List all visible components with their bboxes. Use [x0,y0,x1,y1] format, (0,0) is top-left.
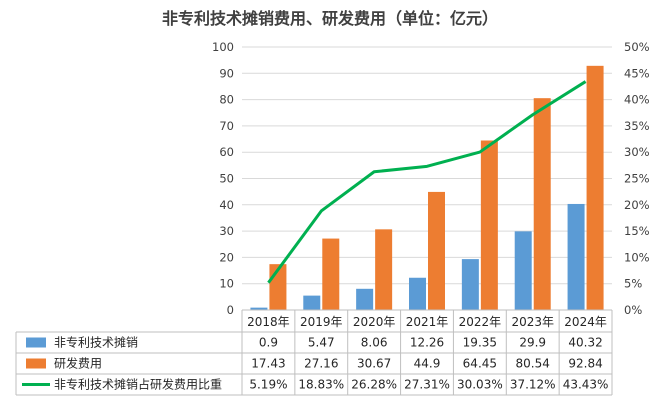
legend-swatch [26,337,46,348]
right-tick-label: 50% [624,40,650,54]
left-tick-label: 10 [219,277,234,291]
left-axis-ticks: 0 10 20 30 40 50 60 70 80 90 100 [212,40,234,317]
left-tick-label: 0 [227,303,234,317]
left-tick-label: 80 [219,93,234,107]
bar [322,238,340,310]
data-label: 5.47 [308,336,335,350]
category-label: 2019年 [300,315,343,329]
legend-swatch [26,358,46,369]
data-table: 2018年 2019年 2020年 2021年 2022年 2023年 2024年非专利技术… [15,309,613,396]
data-label: 92.84 [568,357,602,371]
left-tick-label: 50 [219,172,234,186]
bar [533,98,551,310]
left-tick-label: 70 [219,119,234,133]
right-tick-label: 5% [624,277,642,291]
category-label: 2021年 [406,315,449,329]
right-tick-label: 25% [624,172,650,186]
bar [250,307,268,310]
bar [303,295,321,310]
data-label: 40.32 [568,336,602,350]
right-tick-label: 0% [624,303,642,317]
data-label: 27.16 [304,357,338,371]
bar [514,231,532,310]
data-label: 26.28% [351,378,397,392]
category-label: 2020年 [353,315,396,329]
right-tick-label: 15% [624,224,650,238]
legend-label: 非专利技术摊销 [54,335,138,350]
data-label: 37.12% [510,378,556,392]
right-axis-ticks: 0% 5% 10% 15% 20% 25% 30% 35% 40% 45% 50% [624,40,650,317]
data-label: 17.43 [251,357,285,371]
bar [409,277,426,310]
category-label: 2024年 [564,315,607,329]
bar [480,140,498,310]
chart-title: 非专利技术摊销费用、研发费用（单位：亿元） [162,9,498,28]
data-label: 0.9 [259,336,278,350]
data-label: 27.31% [404,378,450,392]
right-tick-label: 35% [624,119,650,133]
gridlines [242,46,612,311]
bar [567,203,585,310]
left-tick-label: 40 [219,198,234,212]
right-tick-label: 30% [624,145,650,159]
data-label: 12.26 [410,336,444,350]
data-label: 64.45 [463,357,497,371]
bar [461,259,479,310]
legend-label: 非专利技术摊销占研发费用比重 [54,377,222,392]
data-label: 43.43% [563,378,609,392]
left-tick-label: 90 [219,66,234,80]
data-label: 30.03% [457,378,503,392]
bar [375,229,393,310]
legend-label: 研发费用 [54,356,102,371]
data-label: 19.35 [463,336,497,350]
data-label: 80.54 [516,357,550,371]
bar [356,288,374,310]
left-tick-label: 30 [219,224,234,238]
data-label: 30.67 [357,357,391,371]
category-label: 2022年 [459,315,502,329]
data-label: 8.06 [361,336,388,350]
category-label: 2018年 [247,315,290,329]
left-tick-label: 20 [219,250,234,264]
category-label: 2023年 [511,315,554,329]
data-label: 5.19% [249,378,287,392]
bar [428,191,445,310]
left-tick-label: 100 [212,40,234,54]
left-tick-label: 60 [219,145,234,159]
data-label: 29.9 [519,336,546,350]
bar [586,65,604,310]
right-tick-label: 40% [624,93,650,107]
ratio-line [267,80,587,284]
data-label: 44.9 [414,357,441,371]
data-label: 18.83% [298,378,344,392]
right-tick-label: 20% [624,198,650,212]
bars [250,65,604,310]
right-tick-label: 10% [624,250,650,264]
right-tick-label: 45% [624,66,650,80]
